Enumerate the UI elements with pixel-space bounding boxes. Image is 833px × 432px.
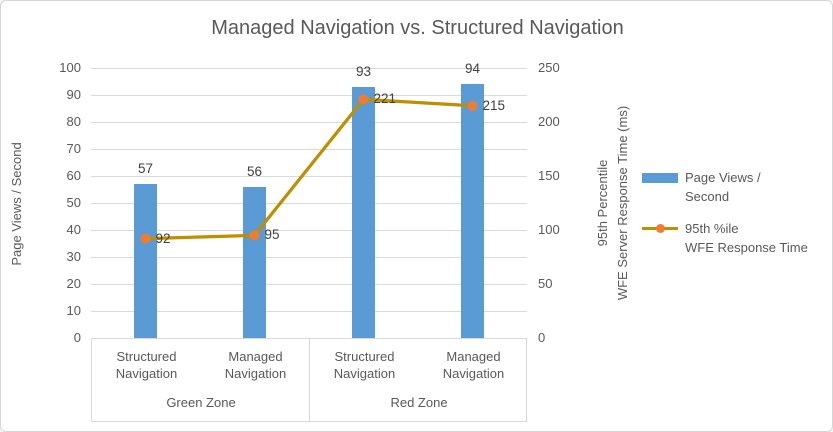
right-axis-tick-label: 250 [538,60,560,75]
gridline [91,311,527,312]
legend-label: 95th %ile WFE Response Time [685,221,808,255]
right-axis-tick-label: 100 [538,222,560,237]
bar-data-label: 94 [464,61,481,77]
response-time-line [145,97,473,241]
zone-label-2: Red Zone [390,395,448,410]
left-axis-tick-label: 20 [66,276,81,291]
left-axis-tick-label: 0 [73,330,81,345]
right-axis-title-line1: 95th Percentile [595,159,610,247]
left-axis-tick-label: 50 [66,195,81,210]
zone-label-1: Green Zone [166,395,236,410]
bar-data-label: 57 [137,161,154,177]
bar-1 [134,184,157,338]
category-axis: Structured Navigation Managed Navigation Str… [91,338,527,422]
left-axis-tick-label: 100 [59,60,81,75]
right-axis-title: 95th Percentile WFE Server Response Time… [593,48,633,358]
legend-line-swatch [642,219,678,238]
left-axis-tick-label: 10 [66,303,81,318]
bar-data-label: 56 [246,163,263,179]
left-axis-tick-label: 40 [66,222,81,237]
gridline [91,68,527,69]
right-axis-tick-label: 0 [538,330,546,345]
category-label-4: Managed Navigation [442,349,505,381]
legend-bar-swatch [642,168,678,187]
right-axis-tick-label: 150 [538,168,560,183]
bar-3 [352,86,375,338]
left-axis-tick-label: 70 [66,141,81,156]
gridline [91,257,527,258]
legend: Page Views / Second 95th %ile WFE Response … [642,168,827,270]
line-data-label: 221 [373,91,397,107]
right-axis-tick-label: 50 [538,276,553,291]
right-axis-tick-label: 200 [538,114,560,129]
category-label-1: Structured Navigation [115,349,178,381]
left-axis-title: Page Views / Second [9,142,24,266]
bar-2 [243,186,266,338]
category-group-divider [309,339,310,422]
legend-item-2: 95th %ile WFE Response Time [642,219,827,257]
legend-label: Page Views / Second [685,170,761,204]
gridline [91,284,527,285]
right-axis-title-line2: WFE Server Response Time (ms) [615,105,630,301]
line-data-label: 92 [155,230,171,246]
category-label-3: Structured Navigation [333,349,396,381]
chart-title: Managed Navigation vs. Structured Naviga… [211,17,624,39]
left-axis-tick-label: 90 [66,87,81,102]
left-axis-tick-label: 30 [66,249,81,264]
bar-4 [461,84,484,338]
line-data-label: 95 [264,227,280,243]
bar-data-label: 93 [355,63,372,79]
left-axis-tick-label: 60 [66,168,81,183]
line-data-label: 215 [482,97,506,113]
legend-item-1: Page Views / Second [642,168,827,206]
left-axis-tick-label: 80 [66,114,81,129]
gridline [91,95,527,96]
category-label-2: Managed Navigation [224,349,287,381]
